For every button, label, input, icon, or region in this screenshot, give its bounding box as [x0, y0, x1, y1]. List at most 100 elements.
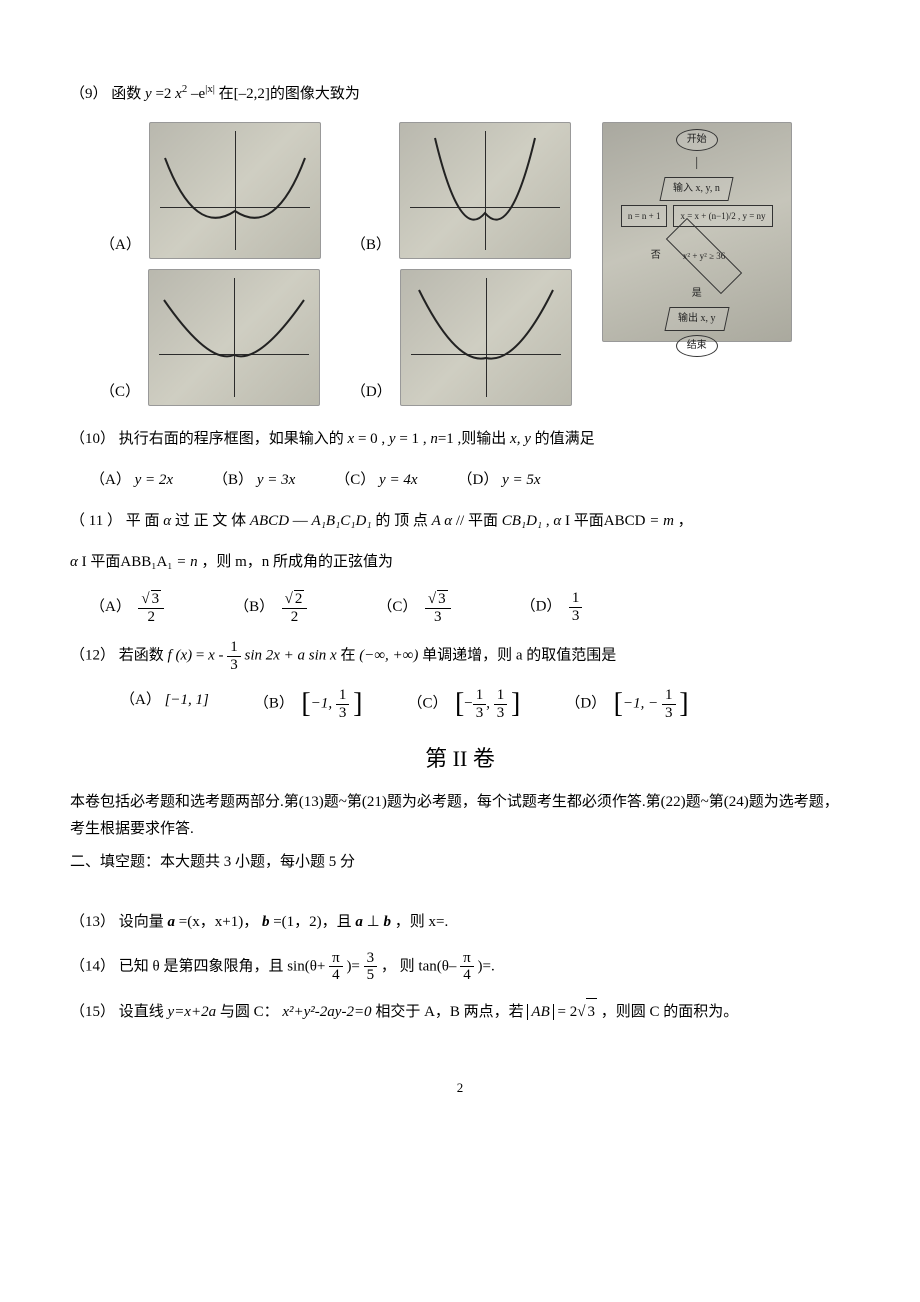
section-2-para1: 本卷包括必考题和选考题两部分.第(13)题~第(21)题为必考题，每个试题考生都… [70, 789, 850, 843]
q11-alpha: α [163, 513, 171, 529]
q15-label: （15） [70, 1004, 115, 1020]
q13-perp: ⊥ [367, 914, 384, 930]
section-2-para2: 二、填空题：本大题共 3 小题，每小题 5 分 [70, 849, 850, 876]
q9-label-a: （A） [100, 232, 141, 259]
q11-d-num: 1 [569, 590, 583, 608]
q11-d-den: 3 [569, 608, 583, 625]
q9-label-b: （B） [351, 232, 391, 259]
q9-y: y [145, 86, 152, 102]
q11-l2-post: ，则 m，n 所成角的正弦值为 [201, 554, 393, 570]
q9-graph-a [149, 122, 321, 259]
q9-graph-b [399, 122, 571, 259]
question-14: （14） 已知 θ 是第四象限角，且 sin(θ+ π4 )= 35 ， 则 t… [70, 950, 850, 984]
q14-d5: 5 [364, 967, 378, 984]
q15-eq: = 2 [557, 1004, 577, 1020]
q12-d-n: 1 [662, 687, 676, 705]
q10-a-eq: = 2x [141, 472, 173, 488]
q11-comma2: ， [678, 513, 693, 529]
question-15: （15） 设直线 y=x+2a 与圆 C： x²+y²-2ay-2=0 相交于 … [70, 998, 850, 1026]
q12-minus: - [219, 647, 228, 663]
q14-t1: 已知 θ 是第四象限角，且 sin(θ+ [119, 958, 326, 974]
q9-sq: 2 [182, 83, 187, 95]
q10-b-lbl: （B） [213, 472, 253, 488]
q12-b-l: −1, [311, 695, 332, 711]
q10-a-lbl: （A） [90, 472, 131, 488]
q10-stem-d: ,则输出 [458, 431, 511, 447]
q11-a-lbl: （A） [90, 599, 131, 615]
q14-pi2: π [460, 950, 474, 968]
q9-absx: |x| [205, 83, 215, 95]
q15-t4: ，则圆 C 的面积为。 [601, 1004, 739, 1020]
q13-a2: a [355, 914, 363, 930]
q11-a-num: 3 [151, 590, 162, 608]
q11-b-num: 2 [294, 590, 305, 608]
q15-abs: AB [527, 1004, 553, 1020]
q15-t2: 与圆 C： [220, 1004, 279, 1020]
section-2-title: 第 II 卷 [70, 739, 850, 779]
q13-t1: 设向量 [119, 914, 168, 930]
q12-t1: 若函数 [119, 647, 168, 663]
q10-b-eq: = 3x [263, 472, 295, 488]
q12-d-d: 3 [662, 705, 676, 722]
q9-x: x [175, 86, 182, 102]
question-10: （10） 执行右面的程序框图，如果输入的 x = 0 , y = 1 , n=1… [70, 426, 850, 453]
q11-cube1: ABCD [250, 513, 289, 529]
q9-label: （9） [70, 86, 108, 102]
q12-x: x [208, 647, 215, 663]
fc-yes: 是 [692, 285, 702, 303]
q13-t2: ，则 x=. [395, 914, 448, 930]
q14-label: （14） [70, 958, 115, 974]
q12-a-lbl: （A） [120, 692, 161, 708]
q9-graph-c [148, 269, 320, 406]
fc-decision: x² + y² ≥ 36 [666, 218, 742, 294]
q9-label-d: （D） [351, 379, 392, 406]
q14-4a: 4 [329, 967, 343, 984]
q9-eq: =2 [155, 86, 171, 102]
q12-sin2x: sin 2x [245, 647, 280, 663]
q11-plane2: 平面ABCD [574, 513, 646, 529]
q9-stem-post: 在[–2,2]的图像大致为 [219, 86, 360, 102]
q12-plusa: + a sin x [284, 647, 337, 663]
q9-graph-d [400, 269, 572, 406]
q12-fn: 1 [227, 639, 241, 657]
q13-bvec: =(1，2)，且 [273, 914, 355, 930]
q15-t3: 相交于 A，B 两点，若 [375, 1004, 523, 1020]
q12-t3: 单调递增，则 a 的取值范围是 [422, 647, 616, 663]
q10-x0: = 0 [354, 431, 377, 447]
q12-b-d: 3 [336, 705, 350, 722]
fc-start: 开始 [676, 129, 718, 151]
q10-stem-a: 执行右面的程序框图，如果输入的 [119, 431, 348, 447]
fc-input: 输入 x, y, n [660, 177, 734, 201]
question-9: （9） 函数 y =2 x2 –e|x| 在[–2,2]的图像大致为 [70, 80, 850, 108]
q12-c-lbl: （C） [407, 695, 447, 711]
q13-a: a [168, 914, 176, 930]
q12-c-ln: 1 [473, 687, 487, 705]
q11-Aalpha: A α [432, 513, 453, 529]
q9-stem-pre: 函数 [111, 86, 145, 102]
q13-avec: =(x，x+1)， [179, 914, 258, 930]
question-11-line2: α I 平面ABB₁A₁ = n ，则 m，n 所成角的正弦值为 [70, 549, 850, 576]
q10-xy: x, y [510, 431, 531, 447]
q12-options: （A） [−1, 1] （B） [−1, 13 ] （C） [−13, 13 ]… [120, 687, 850, 721]
q12-t2: 在 [340, 647, 355, 663]
q10-d-eq: = 5x [509, 472, 541, 488]
q11-t2: 过 正 文 体 [175, 513, 250, 529]
q12-label: （12） [70, 647, 115, 663]
q14-t3: ， 则 tan(θ– [381, 958, 457, 974]
q11-options: （A） 32 （B） 22 （C） 33 （D） 13 [90, 590, 850, 625]
q11-eqm: = m [649, 513, 674, 529]
q12-c-rn: 1 [494, 687, 508, 705]
q14-pi1: π [329, 950, 343, 968]
q14-n3: 3 [364, 950, 378, 968]
q12-a-int: [−1, 1] [165, 692, 209, 708]
q10-c-y: y [379, 472, 386, 488]
q11-int: I [565, 513, 570, 529]
q11-parallel: // [456, 513, 464, 529]
q15-circle: x²+y²-2ay-2=0 [282, 1004, 371, 1020]
q10-stem-e: 的值满足 [535, 431, 595, 447]
q12-b-lbl: （B） [254, 695, 294, 711]
q13-label: （13） [70, 914, 115, 930]
q12-eq: = [196, 647, 208, 663]
q10-y: y [389, 431, 396, 447]
q12-c-ld: 3 [473, 705, 487, 722]
